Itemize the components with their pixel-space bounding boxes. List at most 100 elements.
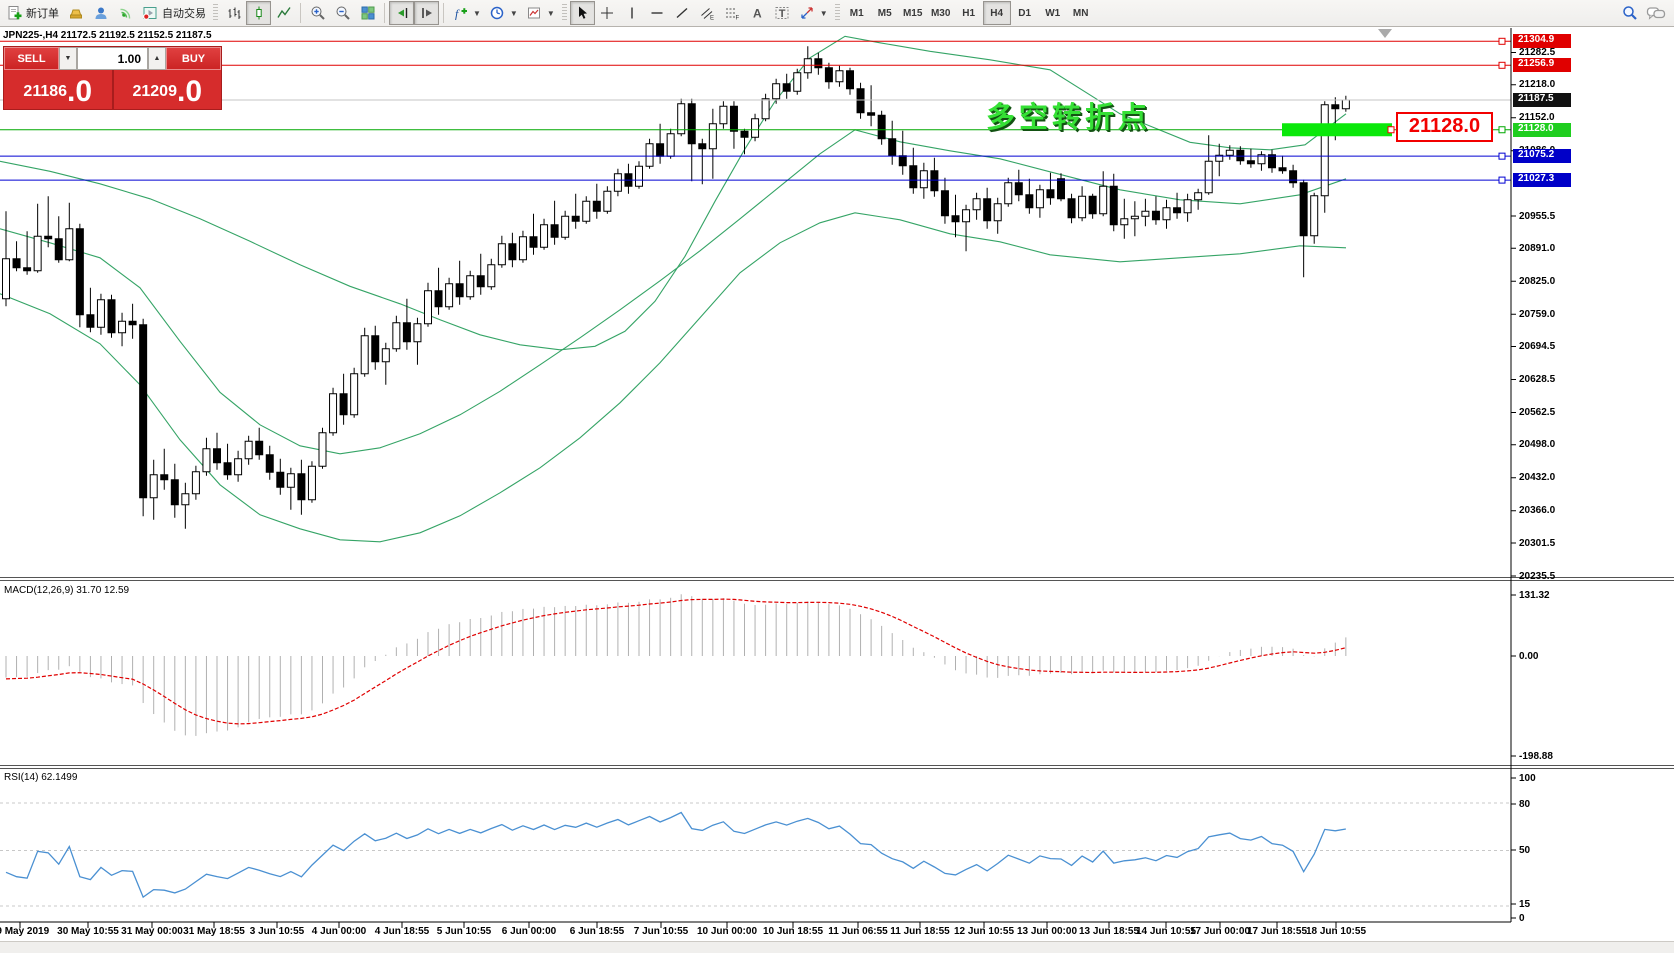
candlestick-icon [255, 6, 262, 20]
arrows-icon [801, 7, 813, 19]
indicators-button[interactable]: f ▼ [448, 1, 485, 25]
timeframe-w1-button[interactable]: W1 [1039, 1, 1067, 25]
bar-chart-button[interactable] [221, 1, 246, 25]
equidistant-channel-button[interactable]: E [695, 1, 720, 25]
bollinger-lower-band [0, 212, 1347, 543]
vertical-line-button[interactable] [620, 1, 645, 25]
level-handle[interactable] [1498, 152, 1506, 160]
chart-shift-button[interactable] [414, 1, 439, 25]
timeframe-d1-button[interactable]: D1 [1011, 1, 1039, 25]
chart-shift-icon [421, 8, 432, 18]
indicators-caret-icon: ▼ [473, 8, 481, 18]
chat-icon[interactable] [1646, 5, 1666, 21]
timeframe-m1-button[interactable]: M1 [843, 1, 871, 25]
trendline-button[interactable] [670, 1, 695, 25]
svg-text:E: E [710, 16, 714, 22]
timeframe-m15-button[interactable]: M15 [899, 1, 927, 25]
timeframe-m30-button[interactable]: M30 [927, 1, 955, 25]
bollinger-middle-band [0, 129, 1347, 455]
toolbar-drag-handle[interactable] [834, 4, 840, 22]
zoom-in-icon [311, 6, 325, 20]
horizontal-line-button[interactable] [645, 1, 670, 25]
fibonacci-button[interactable]: F [720, 1, 745, 25]
zoom-in-button[interactable] [305, 1, 330, 25]
periods-caret-icon: ▼ [509, 8, 518, 18]
new-order-label: 新订单 [26, 8, 59, 20]
level-handle[interactable] [1498, 61, 1506, 69]
timeframe-mn-button[interactable]: MN [1067, 1, 1095, 25]
timeframe-m5-button[interactable]: M5 [871, 1, 899, 25]
line-chart-icon [276, 7, 291, 18]
new-order-button[interactable]: 新订单 [2, 1, 63, 25]
signals-icon [119, 8, 130, 19]
text-icon: A [753, 7, 762, 21]
svg-text:f: f [455, 7, 460, 21]
fibonacci-icon: F [726, 8, 740, 22]
volume-increase-button[interactable]: ▲ [148, 47, 166, 70]
periods-icon [490, 6, 504, 20]
candlesticks [2, 46, 1350, 529]
one-click-trading-panel: SELL ▼ ▲ BUY 21186.0 21209.0 [3, 46, 222, 110]
level-handle[interactable] [1498, 37, 1506, 45]
line-chart-button[interactable] [271, 1, 296, 25]
community-button[interactable] [88, 1, 113, 25]
search-icon[interactable] [1622, 5, 1638, 21]
toolbar-drag-handle[interactable] [213, 4, 218, 22]
level-handle[interactable] [1498, 176, 1506, 184]
text-label-icon: T [775, 7, 789, 20]
tile-windows-icon [361, 6, 374, 20]
trendline-icon [676, 7, 688, 19]
volume-input[interactable] [77, 47, 148, 70]
buy-price-frac: .0 [176, 75, 203, 108]
text-label-button[interactable]: T [770, 1, 795, 25]
crosshair-button[interactable] [595, 1, 620, 25]
highlight-level-bar[interactable] [1282, 123, 1392, 137]
tile-windows-button[interactable] [355, 1, 380, 25]
level-handle[interactable] [1498, 126, 1506, 134]
zoom-out-icon [336, 6, 350, 20]
arrows-button[interactable]: ▼ [795, 1, 832, 25]
volume-decrease-button[interactable]: ▼ [59, 47, 77, 70]
svg-text:F: F [736, 16, 740, 22]
arrows-caret-icon: ▼ [819, 8, 828, 18]
new-order-icon [8, 6, 22, 20]
cursor-button[interactable] [569, 1, 595, 25]
autotrading-button[interactable]: 自动交易 [138, 1, 210, 25]
bollinger-upper-band [0, 35, 1347, 351]
metaeditor-button[interactable] [63, 1, 88, 25]
sell-button[interactable]: SELL [4, 47, 59, 70]
templates-icon [527, 7, 540, 19]
indicators-icon: f [455, 7, 467, 21]
signals-button[interactable] [113, 1, 138, 25]
toolbar: 新订单 自动交易 [0, 0, 1674, 27]
toolbar-drag-handle[interactable] [561, 4, 567, 22]
periods-button[interactable]: ▼ [485, 1, 522, 25]
zoom-out-button[interactable] [330, 1, 355, 25]
callout-anchor [1387, 126, 1395, 134]
svg-text:T: T [779, 8, 786, 20]
timeframe-h4-button[interactable]: H4 [982, 1, 1011, 25]
sell-price-main: 21186 [23, 83, 68, 100]
sell-price[interactable]: 21186.0 [4, 70, 112, 109]
timeframe-h1-button[interactable]: H1 [955, 1, 983, 25]
timeframe-group: M1 M5 M15 M30 H1 H4 D1 W1 MN [843, 0, 1095, 26]
buy-price-main: 21209 [132, 83, 177, 100]
metaeditor-icon [69, 9, 82, 19]
buy-price[interactable]: 21209.0 [114, 70, 222, 109]
vertical-line-icon [631, 7, 633, 19]
rsi-line [5, 811, 1346, 899]
text-button[interactable]: A [745, 1, 770, 25]
horizontal-line-icon [651, 12, 663, 14]
templates-button[interactable]: ▼ [522, 1, 559, 25]
bar-chart-icon [228, 7, 240, 19]
autoscroll-icon [397, 8, 407, 18]
window-bottom-edge [0, 941, 1674, 953]
svg-text:A: A [753, 7, 762, 21]
autoscroll-button[interactable] [389, 1, 414, 25]
community-icon [95, 7, 106, 19]
sell-price-frac: .0 [67, 75, 93, 108]
candlestick-button[interactable] [246, 1, 271, 25]
buy-button[interactable]: BUY [166, 47, 221, 70]
